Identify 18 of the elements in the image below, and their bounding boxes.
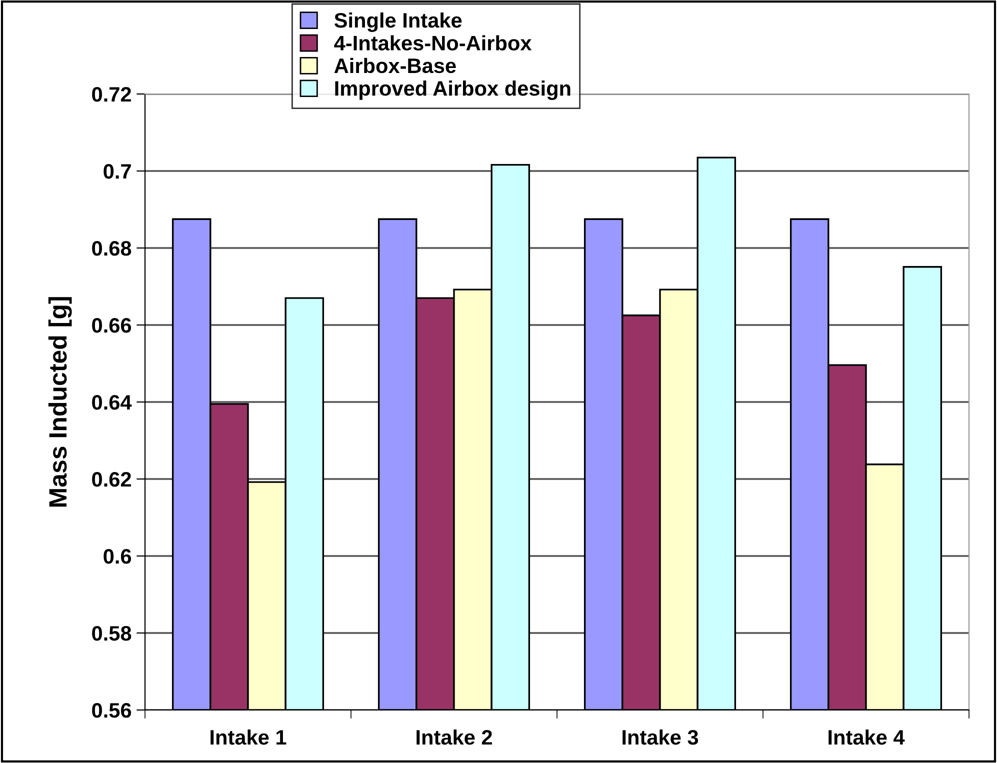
legend-label: Improved Airbox design (335, 80, 570, 100)
x-tick-label: Intake 1 (210, 729, 286, 745)
y-tick-label: 0.72 (92, 87, 131, 102)
legend-label: Airbox-Base (334, 58, 456, 74)
y-tick-label: 0.6 (104, 549, 132, 564)
legend-label: Single Intake (334, 12, 462, 32)
y-tick-label: 0.66 (92, 318, 132, 333)
y-tick-label: 0.56 (92, 703, 132, 718)
x-tick-label: Intake 4 (828, 729, 905, 745)
legend-label: 4-Intakes-No-Airbox (334, 35, 532, 50)
x-tick-label: Intake 3 (622, 729, 698, 745)
y-tick-label: 0.68 (92, 241, 132, 256)
y-tick-label: 0.58 (92, 626, 132, 641)
y-tick-label: 0.7 (104, 164, 131, 179)
y-tick-label: 0.62 (92, 472, 131, 487)
y-axis-title: Mass Inducted [g] (48, 297, 72, 507)
x-tick-label: Intake 2 (416, 729, 492, 745)
y-tick-label: 0.64 (92, 395, 132, 410)
